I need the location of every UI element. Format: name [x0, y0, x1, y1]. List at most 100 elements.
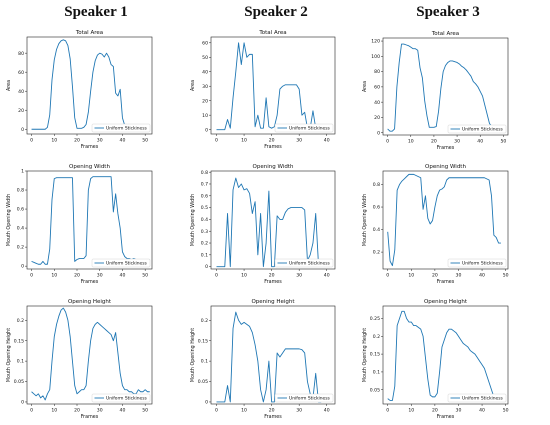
chart-panel-4: Opening Width 0 10 20 30 40 50 0 0.2 0.4 0.6 0.8 1 Fr…: [6, 164, 153, 285]
x-tick-label: 0: [215, 138, 218, 144]
x-tick-label: 0: [215, 408, 218, 414]
plot-frame: [210, 170, 336, 270]
chart-title: Total Area: [75, 30, 103, 36]
legend-label: Uniform Stickiness: [462, 261, 504, 267]
y-tick-label: 0.3: [201, 229, 208, 235]
x-tick-label: 20: [74, 408, 80, 414]
x-tick-label: 50: [503, 408, 509, 414]
plot-frame: [26, 170, 153, 270]
y-tick-label: 20: [202, 98, 208, 104]
legend-label: Uniform Stickiness: [289, 126, 331, 132]
y-tick-label: 0.7: [201, 182, 208, 188]
y-tick-label: 0.15: [370, 352, 380, 358]
y-tick-label: 0.4: [201, 217, 208, 223]
x-tick-label: 30: [97, 138, 103, 144]
y-tick-label: 0.4: [373, 227, 380, 233]
legend: Uniform Stickiness: [274, 258, 334, 268]
y-tick-label: 0: [21, 264, 24, 270]
y-tick-label: 0.1: [373, 370, 380, 376]
y-tick-label: 0.6: [373, 205, 380, 211]
x-tick-label: 10: [408, 139, 414, 145]
legend: Uniform Stickiness: [91, 258, 151, 268]
legend-box: [274, 123, 334, 133]
y-tick-label: 0.2: [17, 318, 24, 324]
x-tick-label: 10: [51, 138, 57, 144]
chart-panel-3: Total Area 0 10 20 30 40 50 0 20 40 60 80 100 120 Fram…: [362, 31, 509, 151]
y-tick-label: 0: [205, 264, 208, 270]
legend: Uniform Stickiness: [447, 124, 507, 134]
speaker-1-heading: Speaker 1: [64, 4, 128, 20]
x-tick-label: 50: [142, 138, 148, 144]
x-tick-label: 0: [386, 139, 389, 145]
y-axis-label: Mouth Opening Width: [6, 194, 12, 246]
legend-box: [91, 123, 151, 133]
x-tick-label: 30: [296, 273, 302, 279]
y-axis-label: Mouth Opening Width: [362, 194, 368, 246]
x-tick-label: 20: [74, 273, 80, 279]
x-tick-label: 10: [51, 408, 57, 414]
x-tick-label: 40: [324, 273, 330, 279]
x-tick-label: 30: [296, 408, 302, 414]
x-tick-label: 0: [30, 138, 33, 144]
y-axis-label: Mouth Opening Width: [190, 194, 196, 246]
y-tick-label: 0: [21, 127, 24, 133]
y-tick-label: 120: [371, 39, 380, 45]
x-tick-label: 30: [456, 408, 462, 414]
chart-panel-2: Total Area 0 10 20 30 40 0 10 20 30 40 50 60 Frames Ar…: [190, 30, 336, 150]
x-tick-label: 50: [142, 408, 148, 414]
y-tick-label: 30: [202, 84, 208, 90]
chart-panel-1: Total Area 0 10 20 30 40 50 0 20 40 60 80 Frames Area…: [6, 30, 153, 150]
x-axis-label: Frames: [81, 414, 99, 420]
y-tick-label: 0.1: [17, 359, 24, 365]
y-tick-label: 0.5: [201, 205, 208, 211]
plot-frame: [210, 305, 336, 405]
plot-frame: [382, 170, 509, 270]
y-tick-label: 50: [202, 55, 208, 61]
y-axis-label: Mouth Opening Height: [362, 328, 368, 382]
y-tick-label: 60: [374, 84, 380, 90]
x-tick-label: 20: [269, 138, 275, 144]
x-tick-label: 40: [324, 138, 330, 144]
legend-label: Uniform Stickiness: [106, 396, 148, 402]
x-tick-label: 50: [142, 273, 148, 279]
plot-frame: [26, 36, 153, 135]
y-tick-label: 0.15: [198, 338, 208, 344]
y-tick-label: 0.2: [373, 250, 380, 256]
chart-title: Opening Height: [68, 299, 112, 305]
y-tick-label: 0.6: [17, 207, 24, 213]
series-line-1: [31, 176, 150, 265]
y-axis-label: Area: [6, 80, 12, 91]
y-tick-label: 1: [21, 169, 24, 175]
y-tick-label: 0.2: [201, 318, 208, 324]
legend: Uniform Stickiness: [274, 393, 334, 403]
x-tick-label: 50: [503, 273, 509, 279]
y-tick-label: 100: [371, 54, 380, 60]
plot-frame: [382, 305, 509, 405]
series-line-1: [387, 43, 495, 132]
x-tick-label: 0: [30, 408, 33, 414]
y-tick-label: 0.1: [201, 359, 208, 365]
legend-label: Uniform Stickiness: [462, 396, 504, 402]
legend: Uniform Stickiness: [274, 123, 334, 133]
y-tick-label: 10: [202, 113, 208, 119]
x-tick-label: 30: [97, 408, 103, 414]
x-tick-label: 10: [241, 408, 247, 414]
y-tick-label: 0.8: [17, 188, 24, 194]
y-tick-label: 0: [377, 130, 380, 136]
y-axis-label: Mouth Opening Height: [190, 328, 196, 382]
x-axis-label: Frames: [264, 144, 282, 150]
y-tick-label: 80: [18, 51, 24, 57]
series-line-1: [31, 39, 126, 130]
series-line-1: [216, 311, 322, 403]
y-tick-label: 20: [374, 115, 380, 121]
legend-box: [91, 393, 151, 403]
y-tick-label: 60: [18, 70, 24, 76]
x-tick-label: 30: [454, 139, 460, 145]
series-line-1: [387, 310, 497, 401]
x-tick-label: 40: [120, 408, 126, 414]
y-tick-label: 0.8: [201, 170, 208, 176]
chart-title: Opening Height: [251, 299, 295, 305]
x-tick-label: 30: [296, 138, 302, 144]
legend-box: [91, 258, 151, 268]
